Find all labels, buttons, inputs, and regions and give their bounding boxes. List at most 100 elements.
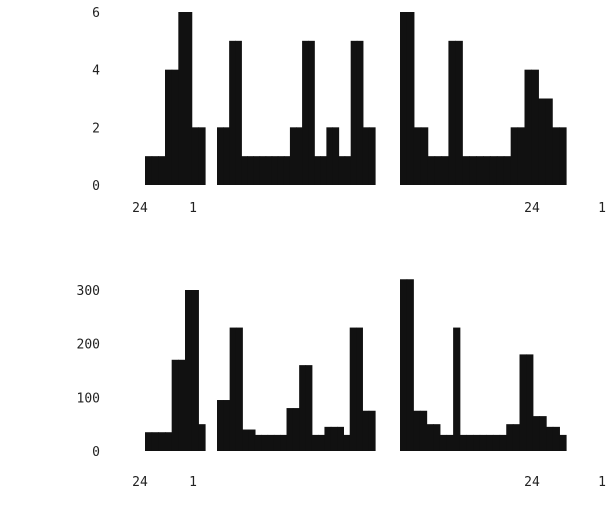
bar (362, 410, 370, 451)
panel-bottom: 0 100 200 300 24 1 24 1 (77, 279, 606, 490)
bar (462, 156, 470, 185)
bar (545, 98, 553, 185)
bar (538, 98, 546, 185)
bar (489, 156, 498, 185)
x-tick-label: 1 (598, 201, 606, 216)
bar (420, 127, 429, 185)
bar (280, 434, 288, 451)
bar (559, 127, 567, 185)
bar (546, 426, 554, 451)
bar (406, 279, 414, 451)
bar (419, 410, 428, 451)
bar (539, 416, 547, 451)
bar (305, 365, 313, 451)
bar (434, 156, 443, 185)
bar (510, 127, 519, 185)
x-tick-label: 24 (132, 475, 148, 490)
bar (552, 426, 560, 451)
bar (400, 12, 408, 185)
bar (223, 400, 231, 451)
bar (289, 127, 297, 185)
panel-top-bars (145, 12, 567, 185)
bar (247, 156, 255, 185)
x-tick-label: 24 (132, 201, 148, 216)
bar (277, 156, 285, 185)
bar (466, 434, 474, 451)
bar (229, 40, 236, 185)
bar (459, 434, 467, 451)
bar (483, 156, 491, 185)
bar (400, 279, 408, 451)
bar (433, 424, 441, 451)
x-tick-label: 1 (598, 475, 606, 490)
bar (235, 327, 243, 451)
bar (473, 434, 481, 451)
bar (526, 354, 534, 451)
bar (524, 69, 533, 185)
bar (302, 40, 309, 185)
bar (185, 290, 193, 451)
bar (259, 156, 267, 185)
bar (338, 156, 346, 185)
bar (552, 127, 560, 185)
bar (506, 424, 514, 451)
bar (145, 432, 153, 451)
bar (158, 432, 166, 451)
bar (344, 156, 352, 185)
bar (145, 156, 153, 185)
bar (519, 354, 527, 451)
bar (362, 127, 370, 185)
bar (198, 424, 206, 451)
y-tick-label: 100 (77, 391, 100, 406)
bar (330, 426, 338, 451)
bar (479, 434, 487, 451)
bar (337, 426, 344, 451)
bar (254, 434, 262, 451)
bar (368, 127, 376, 185)
bar (229, 327, 237, 451)
y-tick-label: 200 (77, 338, 100, 353)
bar (191, 290, 199, 451)
bar (332, 127, 340, 185)
bar (198, 127, 206, 185)
bar (350, 40, 358, 185)
bar (178, 12, 186, 185)
bar (151, 432, 159, 451)
bar (318, 434, 326, 451)
bar (261, 434, 269, 451)
bar (368, 410, 376, 451)
bar (241, 156, 248, 185)
bar (343, 434, 351, 451)
bar (324, 426, 332, 451)
bar (292, 408, 300, 451)
bar (476, 156, 484, 185)
bar (253, 156, 261, 185)
bar (349, 327, 357, 451)
bar (165, 432, 173, 451)
bar (271, 156, 279, 185)
bar (308, 40, 315, 185)
bar (503, 156, 512, 185)
bar (446, 434, 454, 451)
bar (235, 40, 242, 185)
panel-bottom-y-ticks: 0 100 200 300 (77, 284, 100, 460)
bar (512, 424, 521, 451)
x-tick-label: 1 (189, 475, 197, 490)
bar (265, 156, 273, 185)
bar (453, 327, 461, 451)
bar (441, 156, 450, 185)
bar (171, 69, 179, 185)
bar (517, 127, 526, 185)
y-tick-label: 300 (77, 284, 100, 299)
bar (165, 69, 173, 185)
bar (283, 156, 291, 185)
bar (178, 359, 186, 451)
y-tick-label: 0 (92, 445, 100, 460)
bar (185, 12, 193, 185)
bar (286, 408, 294, 451)
panel-bottom-bars (145, 279, 567, 451)
bar (248, 429, 256, 451)
bar (532, 416, 541, 451)
